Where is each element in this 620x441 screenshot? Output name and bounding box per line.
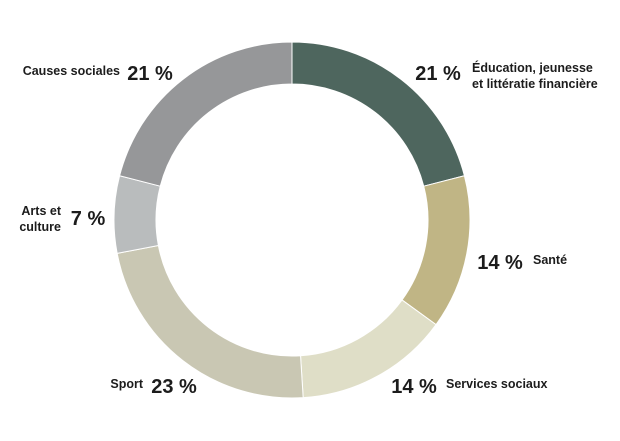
- slice-5: [118, 41, 293, 187]
- slice-labels: 21 % Éducation, jeunesse et littératie fin…: [19, 60, 597, 398]
- slice-category-line: Éducation, jeunesse: [472, 60, 593, 75]
- slice-1: [401, 175, 471, 326]
- slice-3: [116, 244, 304, 399]
- slice-category-line: Causes sociales: [23, 64, 120, 78]
- slice-category-line: et littératie financière: [472, 77, 598, 91]
- slice-value-label-1: 14 %: [477, 252, 523, 274]
- slice-value-label-0: 21 %: [415, 63, 461, 85]
- slice-4: [113, 175, 161, 254]
- slice-category-label-4: Arts et culture: [19, 204, 62, 234]
- donut-slices: [113, 41, 471, 399]
- slice-value-label-3: 23 %: [151, 376, 197, 398]
- slice-category-line: Santé: [533, 253, 567, 267]
- slice-category-label-5: Causes sociales: [23, 64, 120, 78]
- slice-category-line: culture: [19, 220, 61, 234]
- slice-category-line: Services sociaux: [446, 377, 548, 391]
- slice-category-label-0: Éducation, jeunesse et littératie financi…: [472, 60, 598, 91]
- slice-value-label-4: 7 %: [71, 208, 106, 230]
- slice-category-line: Sport: [110, 377, 143, 391]
- slice-value-label-5: 21 %: [127, 63, 173, 85]
- slice-value-label-2: 14 %: [391, 376, 437, 398]
- slice-category-label-3: Sport: [110, 377, 143, 391]
- slice-category-label-2: Services sociaux: [446, 377, 548, 391]
- slice-category-label-1: Santé: [533, 253, 567, 267]
- slice-category-line: Arts et: [21, 204, 61, 218]
